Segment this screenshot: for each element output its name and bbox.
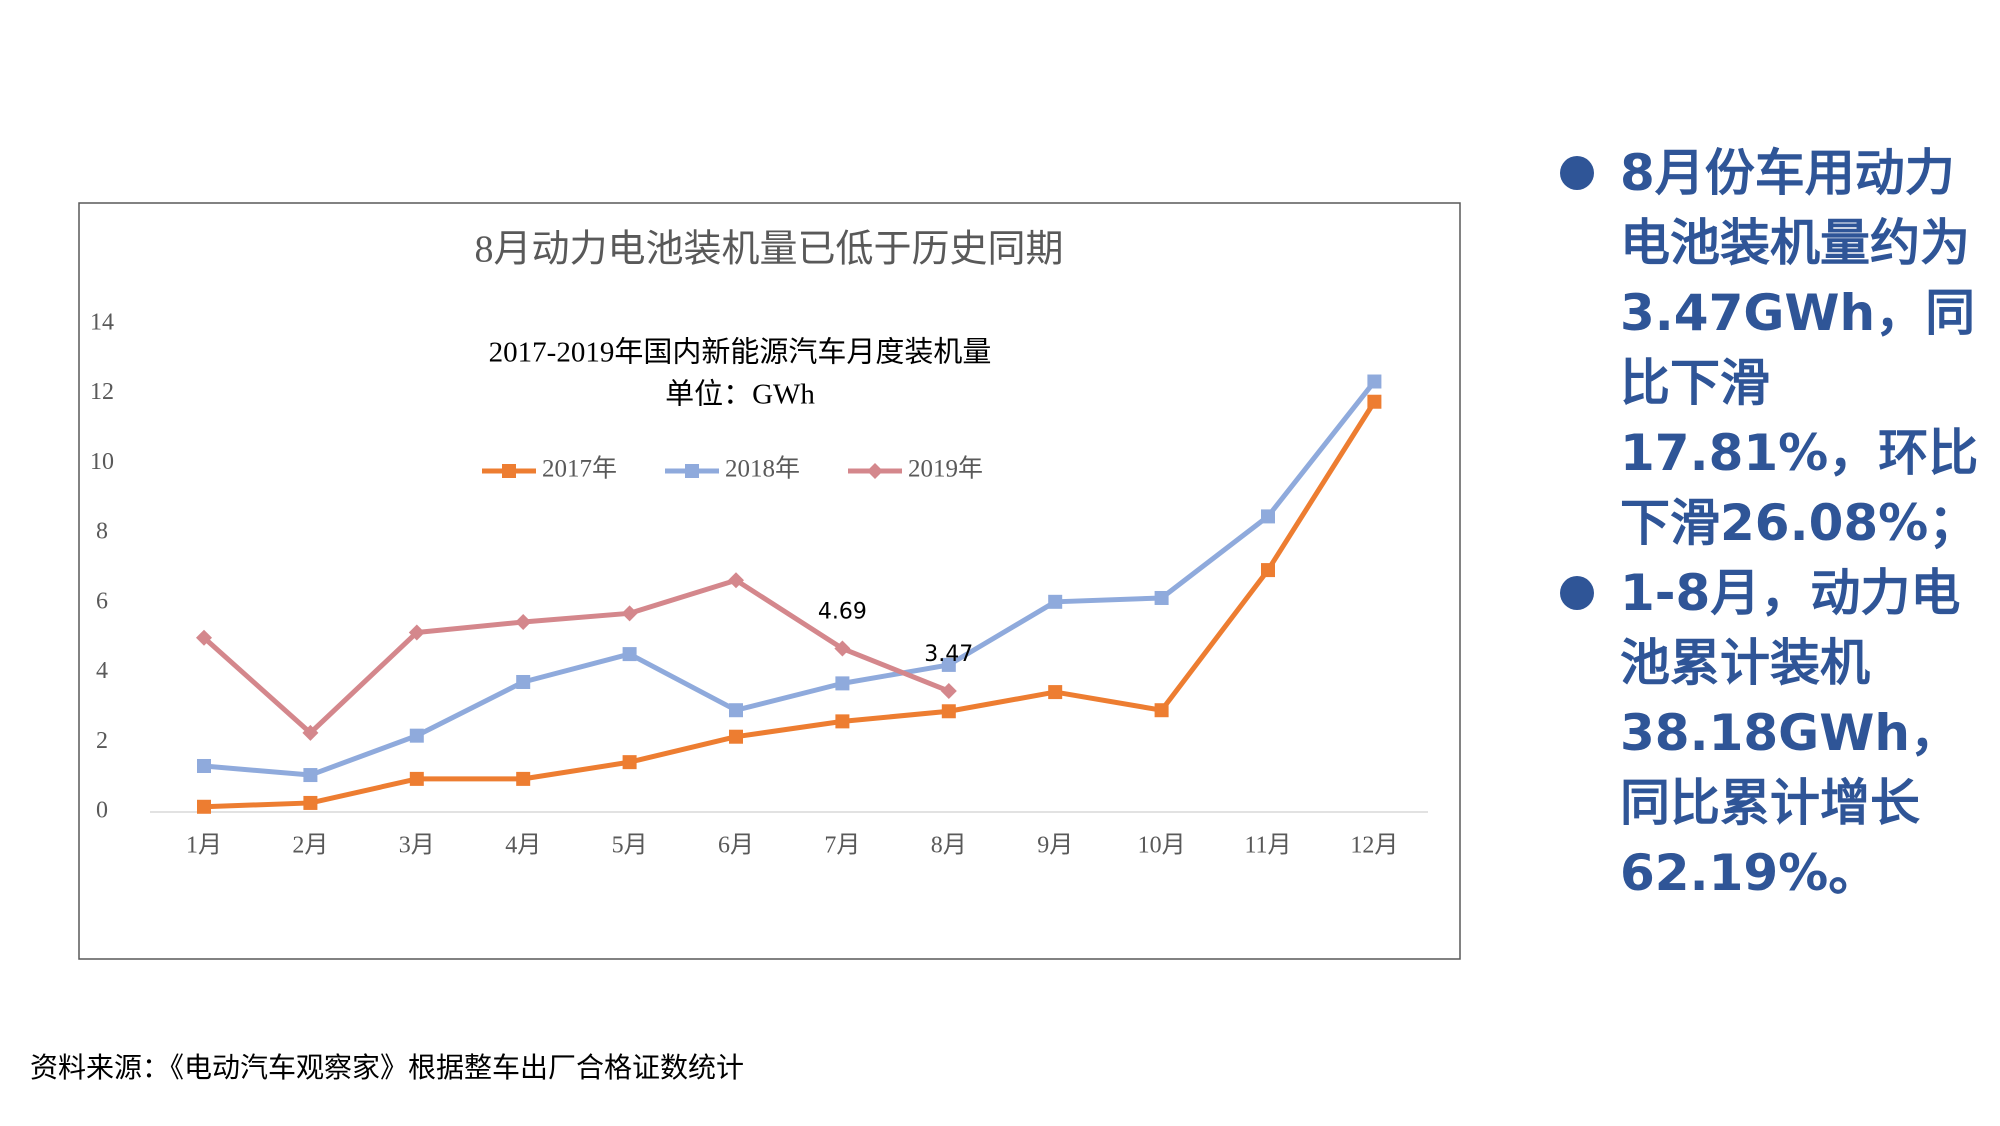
bullet-item: 1-8月，动力电池累计装机38.18GWh，同比累计增长62.19%。 <box>1560 558 1980 908</box>
point-marker <box>197 799 211 814</box>
legend-label: 2018年 <box>725 455 800 483</box>
point-marker <box>1048 685 1063 700</box>
chart-subtitle: 单位：GWh <box>665 378 815 411</box>
point-marker <box>834 640 851 657</box>
chart: 8月动力电池装机量已低于历史同期 2017-2019年国内新能源汽车月度装机量 … <box>78 202 1461 960</box>
point-marker <box>685 464 699 478</box>
y-tick-label: 14 <box>90 310 114 336</box>
point-marker <box>622 647 637 662</box>
point-marker <box>1367 394 1382 409</box>
point-marker <box>729 729 743 744</box>
point-marker <box>1261 509 1275 524</box>
chart-subtitle: 2017-2019年国内新能源汽车月度装机量 <box>489 336 992 369</box>
point-marker <box>516 674 531 689</box>
point-marker <box>196 629 212 646</box>
x-tick-label: 12月 <box>1350 833 1398 859</box>
series-line <box>203 379 1377 778</box>
point-marker <box>1154 590 1169 605</box>
point-marker <box>941 657 956 672</box>
point-marker <box>1154 703 1169 718</box>
point-marker <box>729 703 743 718</box>
x-tick-label: 5月 <box>612 833 648 859</box>
x-tick-label: 1月 <box>186 833 222 859</box>
legend-label: 2019年 <box>908 455 983 483</box>
point-marker <box>409 771 424 786</box>
x-tick-label: 4月 <box>505 833 541 859</box>
point-marker <box>728 572 744 589</box>
point-marker <box>941 704 956 719</box>
bullet-list: 8月份车用动力电池装机量约为3.47GWh，同比下滑17.81%，环比下滑26.… <box>1560 138 1980 908</box>
point-marker <box>515 614 532 631</box>
x-tick-label: 10月 <box>1138 833 1186 859</box>
series-line <box>202 577 950 736</box>
point-marker <box>622 755 637 770</box>
point-marker <box>303 795 318 810</box>
y-tick-label: 0 <box>96 798 108 824</box>
y-tick-label: 8 <box>96 519 108 545</box>
y-tick-label: 12 <box>90 379 114 405</box>
y-tick-label: 6 <box>96 588 108 614</box>
point-marker <box>621 605 638 622</box>
point-marker <box>516 771 531 786</box>
y-tick-label: 4 <box>96 658 108 684</box>
point-marker <box>197 758 211 773</box>
data-label: 3.47 <box>924 642 973 667</box>
x-tick-label: 2月 <box>292 833 328 859</box>
point-marker <box>940 683 957 700</box>
x-tick-label: 11月 <box>1244 833 1291 859</box>
point-marker <box>1048 594 1063 609</box>
point-marker <box>1261 563 1275 578</box>
point-marker <box>1367 374 1382 389</box>
point-marker <box>835 676 850 691</box>
point-marker <box>502 464 516 478</box>
y-tick-label: 10 <box>90 449 114 475</box>
point-marker <box>408 624 425 641</box>
source-note: 资料来源：《电动汽车观察家》根据整车出厂合格证数统计 <box>30 1051 745 1084</box>
legend-label: 2017年 <box>542 455 617 483</box>
point-marker <box>302 724 319 741</box>
point-marker <box>409 728 424 743</box>
x-tick-label: 7月 <box>824 833 860 859</box>
series-line <box>203 400 1377 810</box>
chart-frame <box>78 202 1461 960</box>
y-tick-label: 2 <box>96 728 108 754</box>
data-label: 4.69 <box>818 600 867 625</box>
chart-title: 8月动力电池装机量已低于历史同期 <box>474 229 1063 271</box>
x-tick-label: 9月 <box>1037 833 1073 859</box>
x-tick-label: 6月 <box>718 833 754 859</box>
x-tick-label: 3月 <box>399 833 435 859</box>
x-tick-label: 8月 <box>931 833 967 859</box>
point-marker <box>867 463 883 479</box>
bullet-item: 8月份车用动力电池装机量约为3.47GWh，同比下滑17.81%，环比下滑26.… <box>1560 138 1980 558</box>
point-marker <box>835 714 850 729</box>
point-marker <box>303 768 318 783</box>
